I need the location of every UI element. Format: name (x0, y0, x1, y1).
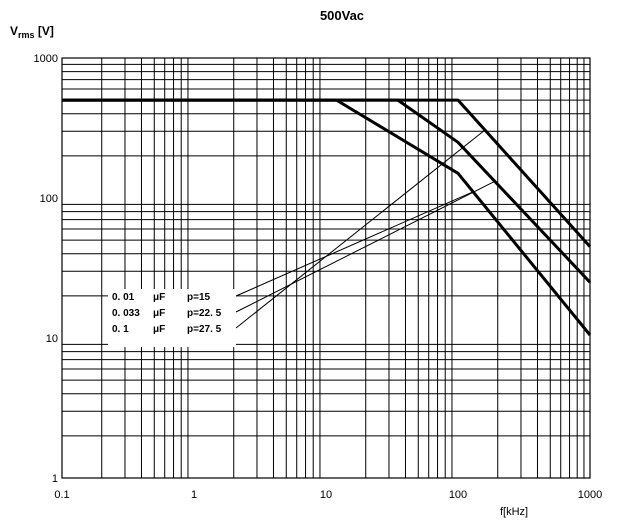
legend-pitch-3: p=27. 5 (187, 324, 222, 335)
y-axis-label: Vrms [V] (10, 24, 54, 40)
legend-capacitance-2: 0. 033 (112, 308, 140, 319)
x-tick-label: 1000 (578, 489, 602, 501)
y-axis-label-sub: rms (18, 30, 35, 40)
x-tick-label: 10 (320, 489, 332, 501)
y-tick-label: 100 (40, 193, 58, 205)
legend-unit-3: μF (153, 324, 165, 335)
grid (61, 57, 591, 479)
legend-leader-2 (235, 180, 496, 313)
legend-leader-3 (235, 129, 486, 329)
legend-unit-1: μF (153, 292, 165, 303)
legend-capacitance-1: 0. 01 (112, 292, 135, 303)
y-tick-labels: 1 10 100 1000 (34, 53, 58, 485)
y-axis-label-main: V (10, 24, 18, 38)
legend-pitch-2: p=22. 5 (187, 308, 222, 319)
x-tick-label: 1 (191, 489, 197, 501)
series-line-3 (62, 98, 592, 248)
x-tick-label: 100 (449, 489, 467, 501)
x-axis-label: f[kHz] (500, 506, 528, 518)
y-tick-label: 1000 (34, 53, 58, 65)
legend-box (108, 289, 236, 347)
y-axis-label-unit: [V] (35, 24, 54, 38)
legend-leader-1 (235, 191, 474, 297)
x-tick-labels: 0.1 1 10 100 1000 (54, 489, 602, 501)
plot-frame (61, 57, 591, 479)
legend-pitch-1: p=15 (187, 292, 211, 303)
legend-capacitance-3: 0. 1 (112, 324, 129, 335)
y-tick-label: 10 (46, 333, 58, 345)
x-tick-label: 0.1 (54, 489, 69, 501)
legend-unit-2: μF (153, 308, 165, 319)
legend: 0. 01 μF p=15 0. 033 μF p=22. 5 0. 1 μF p=27. 5 (112, 292, 222, 335)
series-group (62, 98, 592, 336)
y-tick-label: 1 (52, 473, 58, 485)
legend-leaders (235, 129, 496, 329)
chart-title: 500Vac (320, 8, 364, 23)
